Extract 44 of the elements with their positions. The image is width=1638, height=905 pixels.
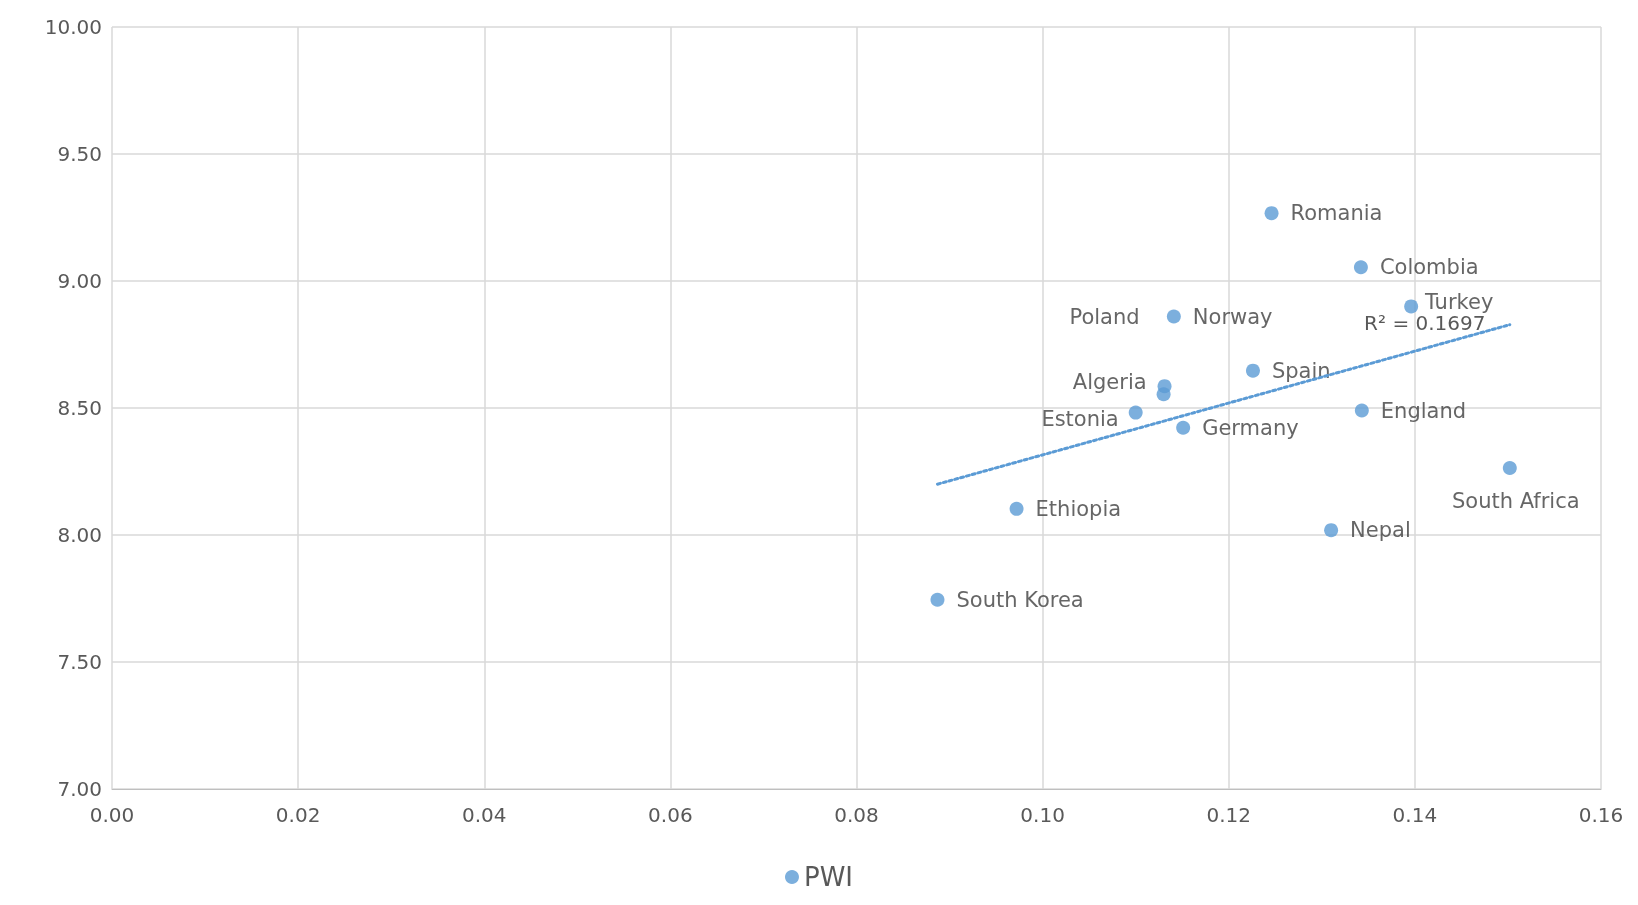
- y-tick-label: 10.00: [44, 15, 102, 39]
- x-tick-label: 0.14: [1392, 803, 1438, 827]
- point: [1156, 387, 1171, 402]
- point: [1502, 460, 1517, 475]
- annotation: Algeria: [1072, 370, 1147, 395]
- point: [1264, 206, 1279, 221]
- legend-label: PWI: [803, 862, 854, 892]
- annotation: England: [1380, 398, 1467, 423]
- point: [1324, 523, 1339, 538]
- annotation: Turkey: [1423, 290, 1494, 315]
- x-tick-label: 0.02: [275, 803, 321, 827]
- y-tick-label: 8.00: [57, 523, 102, 547]
- y-tick-label: 7.50: [57, 650, 102, 674]
- annotation: Nepal: [1350, 518, 1411, 543]
- annotation: Norway: [1192, 304, 1273, 329]
- point: [1128, 405, 1143, 420]
- annotation: Poland: [1069, 305, 1140, 330]
- y-tick-label: 9.00: [57, 269, 102, 293]
- point: [1353, 260, 1368, 275]
- x-tick-label: 0.10: [1020, 803, 1065, 827]
- annotation: Romania: [1290, 201, 1383, 226]
- point: [1176, 420, 1191, 435]
- point: [1354, 403, 1369, 418]
- x-tick-label: 0.08: [834, 803, 879, 827]
- point: [1404, 299, 1419, 314]
- annotation: South Korea: [956, 587, 1084, 612]
- y-tick-label: 8.50: [57, 396, 102, 420]
- x-tick-label: 0.04: [461, 803, 507, 827]
- x-tick-label: 0.06: [648, 803, 693, 827]
- x-tick-label: 0.16: [1578, 803, 1624, 827]
- y-tick-label: 9.50: [57, 142, 102, 166]
- x-tick-label: 0.00: [89, 803, 135, 827]
- annotation: Ethiopia: [1035, 496, 1122, 521]
- annotation: Spain: [1271, 358, 1331, 383]
- annotation: Colombia: [1379, 255, 1479, 280]
- point: [1245, 363, 1260, 378]
- annotation: Germany: [1202, 415, 1299, 440]
- annotation: Estonia: [1041, 406, 1119, 431]
- point: [1166, 309, 1181, 324]
- y-tick-label: 7.00: [57, 777, 102, 801]
- x-tick-label: 0.12: [1206, 803, 1252, 827]
- point: [1009, 501, 1024, 516]
- annotation: South Africa: [1451, 488, 1580, 513]
- point: [930, 592, 945, 607]
